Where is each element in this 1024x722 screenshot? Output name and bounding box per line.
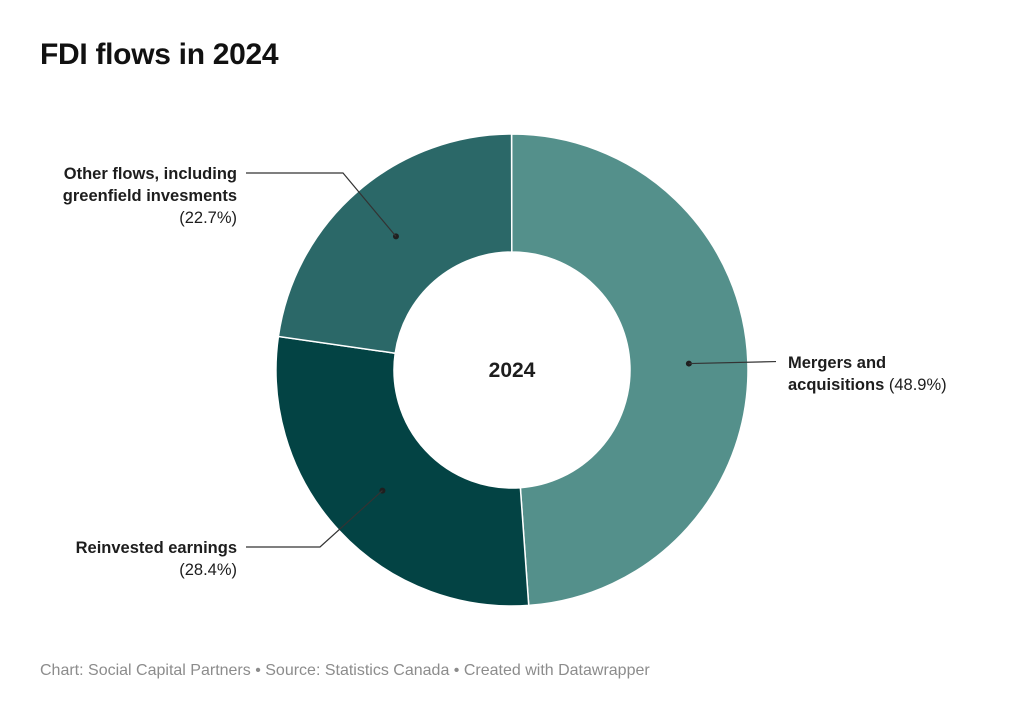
slice-pct-other-flows-including-greenfield-invesments: (22.7%) xyxy=(179,209,237,227)
slice-other-flows-including-greenfield-invesments xyxy=(277,133,513,355)
slice-label-other-flows-including-greenfield-invesments-line-1: Other flows, including xyxy=(64,165,237,183)
slice-label-mergers-and-acquisitions-line-1: Mergers and xyxy=(788,354,886,372)
chart-footer: Chart: Social Capital Partners • Source:… xyxy=(40,662,650,679)
center-year-label: 2024 xyxy=(489,359,536,382)
slice-label-reinvested-earnings-line-1: Reinvested earnings xyxy=(76,539,237,557)
leader-lines-layer xyxy=(246,172,777,548)
slice-label-other-flows-including-greenfield-invesments-line-2: greenfield invesments xyxy=(63,187,237,205)
slice-pct-mergers-and-acquisitions: (48.9%) xyxy=(884,376,946,394)
slice-label-mergers-and-acquisitions-line-2: acquisitions (48.9%) xyxy=(788,376,947,394)
leader-line-reinvested-earnings xyxy=(246,490,383,548)
slice-reinvested-earnings xyxy=(275,335,530,607)
chart-title: FDI flows in 2024 xyxy=(40,38,279,71)
leader-line-other-flows-including-greenfield-invesments xyxy=(246,172,397,237)
slice-mergers-and-acquisitions xyxy=(510,133,749,607)
slices-layer xyxy=(275,133,749,607)
slice-labels-layer: Mergers and acquisitions (48.9%) Reinveste… xyxy=(63,165,947,579)
slice-pct-reinvested-earnings: (28.4%) xyxy=(179,561,237,579)
leader-line-mergers-and-acquisitions xyxy=(688,360,777,365)
